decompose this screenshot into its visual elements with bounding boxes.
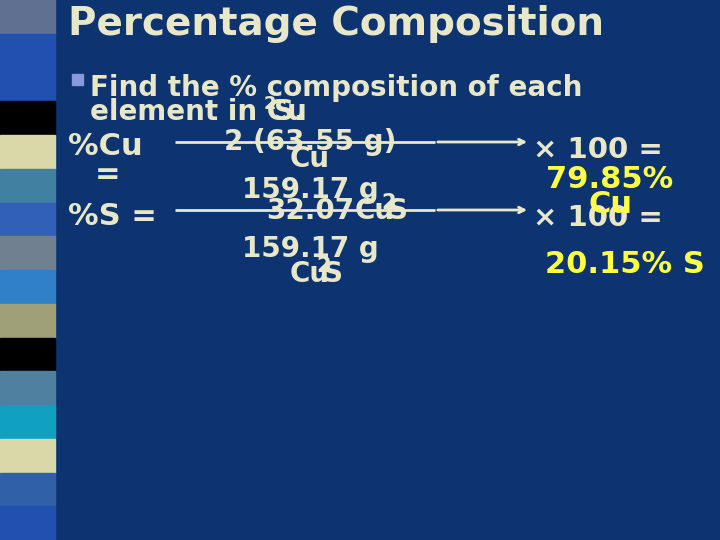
Text: 79.85%: 79.85% (546, 165, 674, 194)
Text: Percentage Composition: Percentage Composition (68, 5, 604, 43)
Text: Cu: Cu (290, 145, 330, 173)
Text: × 100 =: × 100 = (533, 204, 663, 232)
Text: Cu: Cu (290, 260, 330, 288)
Text: S: S (388, 197, 408, 225)
Text: element in Cu: element in Cu (90, 98, 307, 126)
Text: 159.17 g: 159.17 g (242, 176, 379, 204)
Bar (0, 405, 55, 438)
Text: S: S (323, 260, 343, 288)
Bar (0, 135, 55, 168)
Text: Cu: Cu (355, 197, 395, 225)
Text: 159.17 g: 159.17 g (242, 235, 379, 263)
Text: S.: S. (274, 98, 305, 126)
Bar (0, 472, 55, 507)
Bar (0, 0, 55, 33)
Text: 32.07: 32.07 (266, 197, 354, 225)
Text: 2: 2 (381, 193, 395, 213)
Bar (0, 68, 55, 102)
Bar (0, 237, 55, 270)
Bar (72, 74, 83, 85)
Bar (0, 102, 55, 135)
Bar (0, 507, 55, 540)
Text: 2: 2 (316, 256, 330, 276)
Bar (0, 372, 55, 405)
Text: Find the % composition of each: Find the % composition of each (90, 74, 582, 102)
Text: =: = (95, 160, 121, 189)
Text: × 100 =: × 100 = (533, 136, 663, 164)
Bar (0, 438, 55, 472)
Bar (0, 168, 55, 202)
Bar (0, 202, 55, 237)
Bar (0, 270, 55, 303)
Text: Cu: Cu (588, 190, 632, 219)
Text: 2 (63.55 g): 2 (63.55 g) (224, 128, 396, 156)
Bar (0, 338, 55, 372)
Text: 20.15% S: 20.15% S (545, 250, 705, 279)
Text: %S =: %S = (68, 202, 157, 231)
Bar (0, 33, 55, 68)
Text: %Cu: %Cu (68, 132, 143, 161)
Text: 2: 2 (264, 95, 276, 113)
Bar (0, 303, 55, 338)
